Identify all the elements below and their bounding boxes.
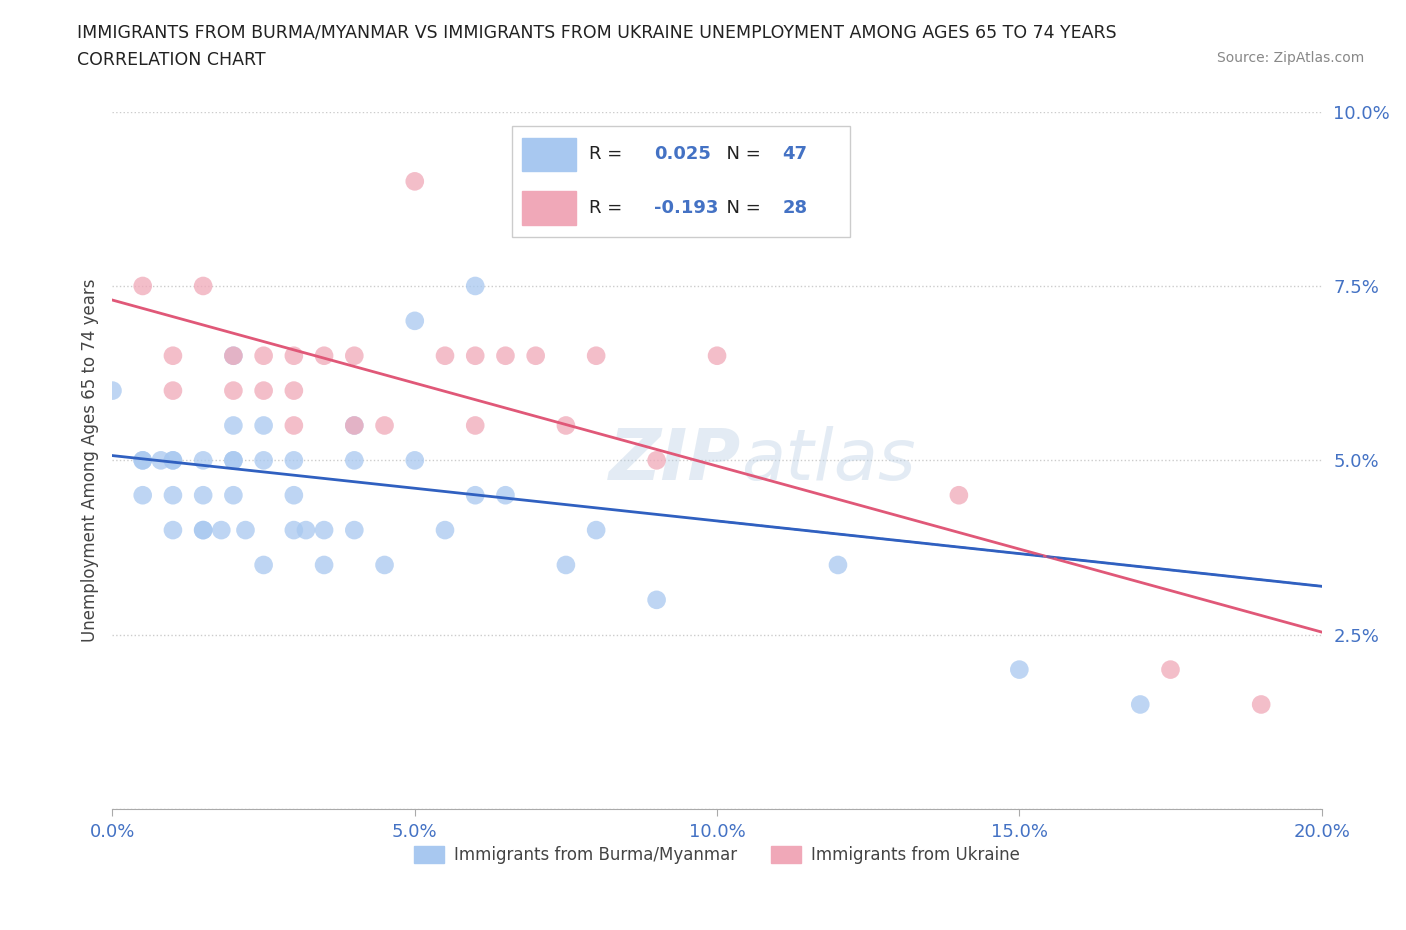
Point	[222, 349, 245, 364]
Point	[433, 349, 456, 364]
Point	[374, 418, 396, 433]
Point	[464, 487, 486, 502]
Point	[253, 349, 276, 364]
Point	[295, 523, 318, 538]
Point	[283, 523, 305, 538]
Point	[433, 523, 456, 538]
Point	[827, 557, 849, 572]
Point	[222, 349, 245, 364]
Point	[524, 174, 547, 189]
Point	[162, 487, 184, 502]
Point	[495, 349, 517, 364]
Point	[585, 349, 607, 364]
Point	[162, 349, 184, 364]
Point	[343, 523, 366, 538]
Point	[343, 453, 366, 468]
Point	[253, 557, 276, 572]
Point	[343, 418, 366, 433]
Point	[524, 349, 547, 364]
Point	[222, 453, 245, 468]
Point	[101, 383, 124, 398]
Point	[314, 523, 336, 538]
Point	[645, 592, 668, 607]
Legend: Immigrants from Burma/Myanmar, Immigrants from Ukraine: Immigrants from Burma/Myanmar, Immigrant…	[408, 839, 1026, 870]
Point	[253, 418, 276, 433]
Point	[191, 487, 214, 502]
Point	[149, 453, 172, 468]
Point	[222, 418, 245, 433]
Point	[314, 557, 336, 572]
Point	[1250, 698, 1272, 712]
Point	[162, 383, 184, 398]
Point	[222, 453, 245, 468]
Point	[283, 418, 305, 433]
Point	[706, 209, 728, 224]
Point	[495, 487, 517, 502]
Point	[464, 349, 486, 364]
Point	[1159, 662, 1181, 677]
Point	[235, 523, 257, 538]
Point	[162, 453, 184, 468]
Y-axis label: Unemployment Among Ages 65 to 74 years: Unemployment Among Ages 65 to 74 years	[80, 279, 98, 642]
Point	[1129, 698, 1152, 712]
Point	[343, 349, 366, 364]
Point	[585, 523, 607, 538]
Point	[343, 418, 366, 433]
Text: ZIP: ZIP	[609, 426, 741, 495]
Point	[162, 453, 184, 468]
Point	[314, 349, 336, 364]
Point	[191, 523, 214, 538]
Point	[1008, 662, 1031, 677]
Text: atlas: atlas	[741, 426, 915, 495]
Point	[222, 487, 245, 502]
Point	[464, 279, 486, 294]
Point	[464, 418, 486, 433]
Point	[404, 174, 426, 189]
Text: IMMIGRANTS FROM BURMA/MYANMAR VS IMMIGRANTS FROM UKRAINE UNEMPLOYMENT AMONG AGES: IMMIGRANTS FROM BURMA/MYANMAR VS IMMIGRA…	[77, 23, 1116, 41]
Point	[253, 383, 276, 398]
Point	[283, 349, 305, 364]
Point	[132, 279, 155, 294]
Point	[374, 557, 396, 572]
Text: CORRELATION CHART: CORRELATION CHART	[77, 51, 266, 69]
Point	[191, 279, 214, 294]
Point	[132, 453, 155, 468]
Point	[404, 453, 426, 468]
Point	[948, 487, 970, 502]
Point	[222, 383, 245, 398]
Point	[404, 313, 426, 328]
Point	[191, 453, 214, 468]
Text: Source: ZipAtlas.com: Source: ZipAtlas.com	[1216, 51, 1364, 65]
Point	[554, 418, 576, 433]
Point	[253, 453, 276, 468]
Point	[645, 453, 668, 468]
Point	[209, 523, 232, 538]
Point	[283, 453, 305, 468]
Point	[162, 523, 184, 538]
Point	[132, 487, 155, 502]
Point	[554, 557, 576, 572]
Point	[706, 349, 728, 364]
Point	[283, 487, 305, 502]
Point	[283, 383, 305, 398]
Point	[191, 523, 214, 538]
Point	[132, 453, 155, 468]
